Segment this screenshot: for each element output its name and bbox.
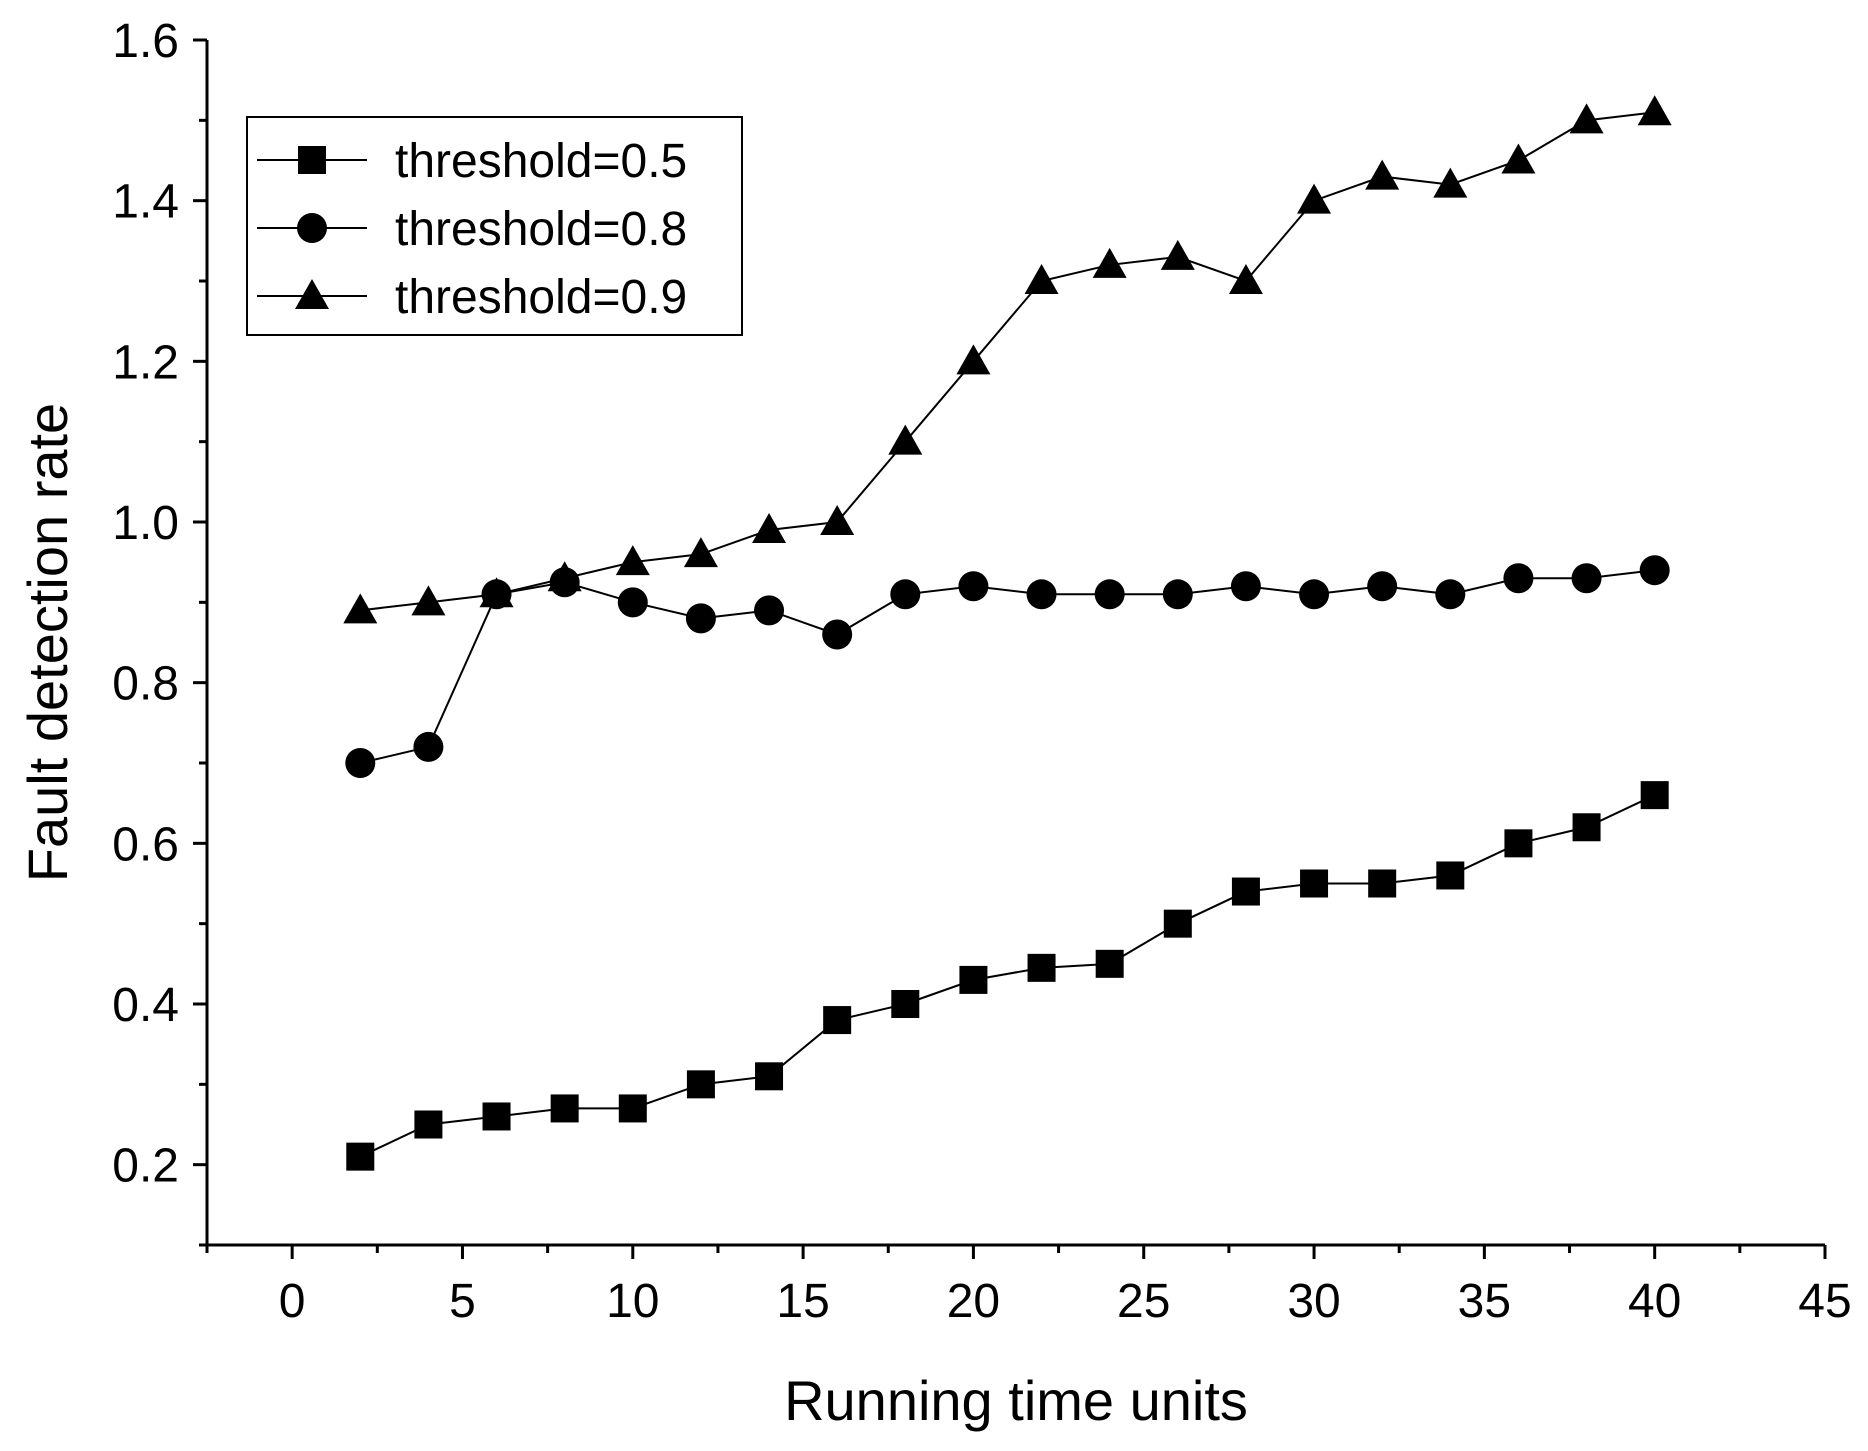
y-tick-label: 1.6 bbox=[112, 15, 179, 68]
y-tick-label: 0.8 bbox=[112, 658, 179, 711]
legend-box bbox=[246, 116, 743, 336]
data-point-circle bbox=[754, 595, 785, 626]
data-point-triangle bbox=[547, 561, 582, 592]
series-square bbox=[346, 781, 1669, 1171]
data-point-square bbox=[1027, 953, 1056, 982]
legend-marker-triangle bbox=[295, 279, 329, 309]
legend-marker-circle bbox=[297, 213, 327, 243]
data-point-circle bbox=[345, 748, 376, 778]
x-tick-label: 10 bbox=[606, 1275, 659, 1328]
legend-marker-square bbox=[298, 146, 326, 174]
x-tick-label: 25 bbox=[1117, 1275, 1170, 1328]
data-point-circle bbox=[1299, 579, 1330, 610]
x-tick-label: 20 bbox=[947, 1275, 1000, 1328]
data-point-triangle bbox=[820, 505, 855, 535]
data-point-circle bbox=[822, 619, 853, 650]
data-point-square bbox=[1095, 949, 1124, 978]
data-point-square bbox=[550, 1094, 579, 1123]
data-point-circle bbox=[1230, 571, 1261, 602]
series-layer bbox=[343, 95, 1672, 1171]
data-point-triangle bbox=[752, 513, 787, 544]
y-tick-label: 0.4 bbox=[112, 979, 179, 1032]
data-point-square bbox=[1640, 781, 1669, 810]
data-point-square bbox=[1436, 861, 1465, 890]
data-point-square bbox=[755, 1062, 784, 1091]
legend: threshold=0.5 threshold=0.8 threshold=0.9 bbox=[246, 116, 743, 336]
data-point-circle bbox=[617, 587, 648, 618]
data-point-triangle bbox=[1024, 264, 1059, 294]
data-point-circle bbox=[1367, 571, 1398, 602]
data-point-square bbox=[1572, 813, 1601, 842]
data-point-triangle bbox=[1501, 143, 1536, 174]
data-point-triangle bbox=[1637, 95, 1672, 126]
x-tick-label: 35 bbox=[1458, 1275, 1511, 1328]
legend-label: threshold=0.5 bbox=[395, 135, 687, 188]
series-circle bbox=[345, 555, 1670, 778]
data-point-square bbox=[618, 1094, 647, 1123]
series-line bbox=[360, 111, 1655, 612]
y-tick-label: 1.4 bbox=[112, 176, 179, 229]
data-point-circle bbox=[1503, 563, 1534, 594]
data-point-triangle bbox=[1160, 239, 1195, 270]
x-tick-label: 5 bbox=[449, 1275, 476, 1328]
data-point-circle bbox=[413, 731, 444, 762]
x-tick-label: 15 bbox=[776, 1275, 829, 1328]
legend-entry-square: threshold=0.5 bbox=[257, 135, 687, 188]
x-axis-title: Running time units bbox=[784, 1369, 1248, 1432]
x-tick-label: 40 bbox=[1628, 1275, 1681, 1328]
x-tick-label: 0 bbox=[279, 1275, 306, 1328]
data-point-circle bbox=[1571, 563, 1602, 594]
y-tick-label: 0.2 bbox=[112, 1140, 179, 1193]
data-point-square bbox=[1504, 829, 1533, 858]
data-point-square bbox=[891, 990, 920, 1018]
data-point-triangle bbox=[343, 593, 378, 624]
y-tick-label: 0.6 bbox=[112, 818, 179, 871]
data-point-circle bbox=[958, 571, 989, 602]
data-point-square bbox=[686, 1070, 715, 1099]
legend-entry-triangle: threshold=0.9 bbox=[257, 271, 687, 324]
data-point-triangle bbox=[411, 585, 446, 616]
data-point-square bbox=[482, 1102, 511, 1131]
data-point-circle bbox=[890, 579, 921, 610]
data-point-square bbox=[346, 1142, 375, 1171]
data-point-triangle bbox=[1297, 183, 1332, 214]
legend-label: threshold=0.9 bbox=[395, 271, 687, 324]
y-tick-label: 1.2 bbox=[112, 336, 179, 389]
data-point-circle bbox=[1026, 579, 1057, 610]
data-point-circle bbox=[1094, 579, 1125, 610]
legend-label: threshold=0.8 bbox=[395, 203, 687, 256]
legend-entry-circle: threshold=0.8 bbox=[257, 203, 687, 256]
data-point-circle bbox=[1162, 579, 1193, 610]
data-point-triangle bbox=[683, 537, 718, 568]
data-point-triangle bbox=[1228, 264, 1263, 294]
y-tick-label: 1.0 bbox=[112, 497, 179, 550]
data-point-triangle bbox=[1433, 167, 1468, 198]
x-tick-label: 30 bbox=[1287, 1275, 1340, 1328]
axes: 0 5 10 15 20 25 30 35 40 45 0.2 0.4 0.6 0.8 1.0 1.2 1.4 1… bbox=[112, 15, 1851, 1328]
data-point-square bbox=[823, 1006, 852, 1035]
data-point-circle bbox=[1639, 555, 1670, 586]
data-point-square bbox=[1300, 869, 1329, 898]
data-point-triangle bbox=[479, 577, 514, 608]
data-point-triangle bbox=[888, 424, 923, 455]
data-point-triangle bbox=[1365, 159, 1400, 190]
data-point-square bbox=[1231, 877, 1260, 906]
data-point-triangle bbox=[615, 545, 650, 576]
data-point-triangle bbox=[1092, 247, 1127, 278]
data-point-square bbox=[1368, 869, 1397, 898]
data-point-circle bbox=[685, 603, 716, 634]
data-point-triangle bbox=[956, 344, 991, 375]
data-point-square bbox=[1163, 909, 1192, 938]
data-point-square bbox=[414, 1110, 443, 1139]
data-point-circle bbox=[1435, 579, 1466, 610]
data-point-square bbox=[959, 965, 988, 994]
y-axis-title: Fault detection rate bbox=[16, 403, 79, 882]
series-triangle bbox=[343, 95, 1672, 624]
x-tick-label: 45 bbox=[1798, 1275, 1851, 1328]
data-point-triangle bbox=[1569, 103, 1604, 134]
